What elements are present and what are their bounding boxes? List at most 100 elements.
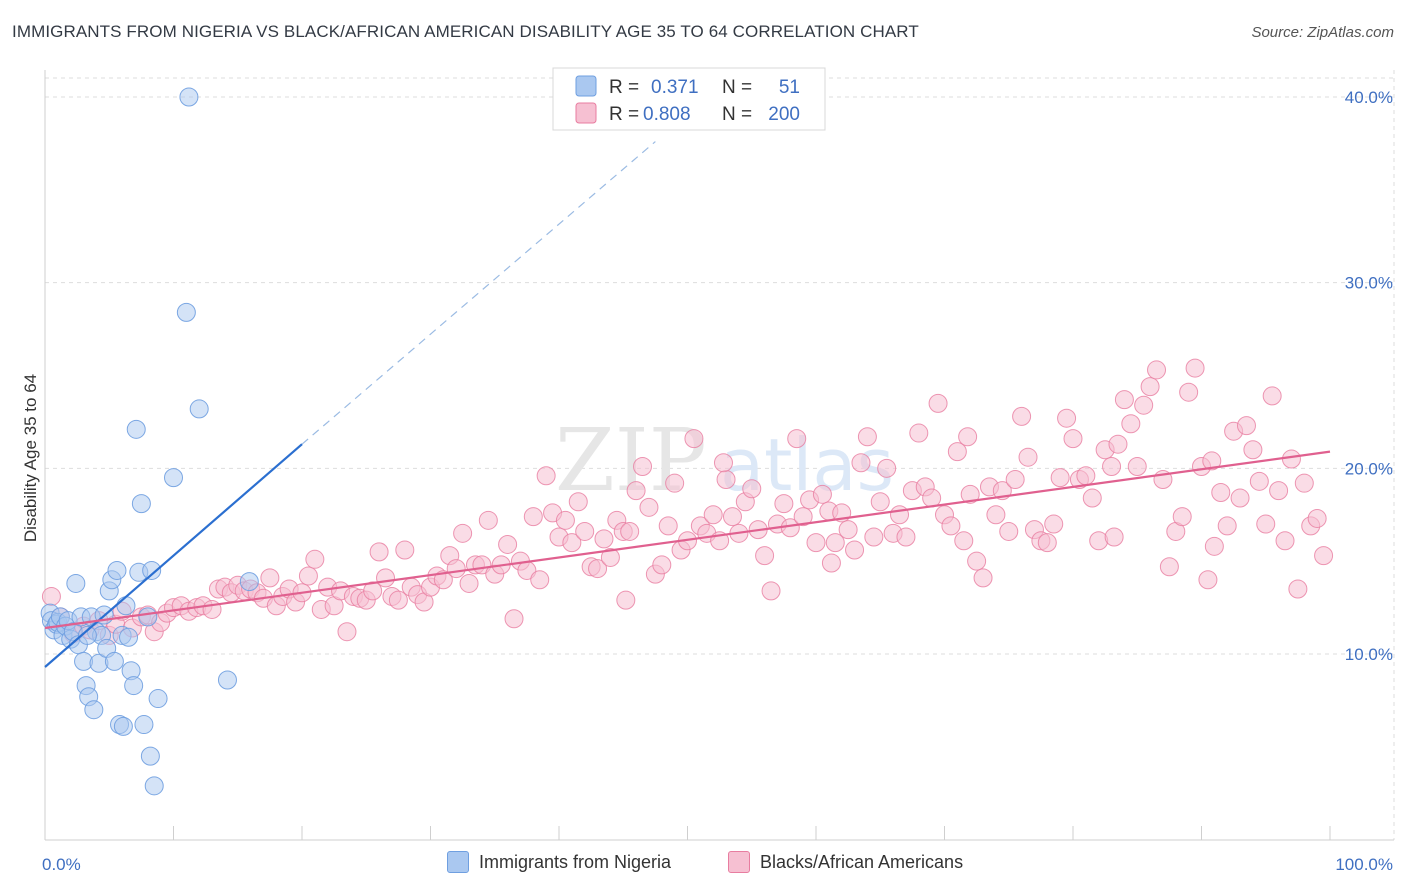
point-black-77	[568, 492, 588, 512]
point-black-153	[1057, 408, 1077, 428]
point-black-137	[954, 531, 974, 551]
point-black-199	[616, 590, 636, 610]
legend-n-value-2: 200	[768, 104, 800, 125]
point-black-167	[1147, 360, 1167, 380]
point-black-109	[774, 494, 794, 514]
point-black-119	[838, 520, 858, 540]
point-black-130	[909, 423, 929, 443]
legend: R = 0.371 N = 51 R = 0.808 N = 200	[552, 67, 826, 131]
point-black-176	[1204, 536, 1224, 556]
point-black-187	[1275, 531, 1295, 551]
point-black-63	[478, 510, 498, 530]
point-black-0	[41, 586, 61, 606]
axes	[44, 70, 1394, 841]
point-nigeria-42	[164, 468, 183, 488]
point-black-47	[376, 568, 396, 588]
point-black-101	[722, 507, 742, 527]
source-label: Source: ZipAtlas.com	[1251, 24, 1394, 41]
point-black-196	[958, 427, 978, 447]
point-black-133	[928, 393, 948, 413]
legend-r-label-2: R =	[609, 104, 639, 125]
point-black-156	[1076, 466, 1096, 486]
trend-nigeria	[44, 443, 303, 668]
point-black-71	[530, 570, 550, 590]
point-nigeria-11	[66, 573, 86, 593]
point-black-166	[1140, 377, 1160, 397]
point-nigeria-48	[77, 625, 97, 645]
x-tick-label-100: 100.0%	[1335, 855, 1393, 874]
point-black-60	[459, 573, 479, 593]
legend-r-value-1: 0.371	[651, 77, 699, 98]
point-nigeria-43	[176, 302, 196, 322]
point-black-80	[588, 559, 608, 579]
point-nigeria-31	[119, 627, 139, 647]
point-black-175	[1198, 570, 1218, 590]
point-nigeria-44	[179, 87, 199, 107]
point-black-197	[1104, 527, 1124, 547]
series-blacks-african-americans	[41, 358, 1334, 645]
point-black-144	[999, 521, 1019, 541]
point-black-182	[1243, 440, 1263, 460]
point-black-151	[1044, 514, 1064, 534]
bottom-legend-swatch-pink	[728, 851, 750, 873]
point-black-162	[1114, 390, 1134, 410]
point-black-107	[761, 581, 781, 601]
point-black-140	[973, 568, 993, 588]
point-black-142	[986, 505, 1006, 525]
bottom-legend-swatch-blue	[447, 851, 469, 873]
point-black-112	[793, 507, 813, 527]
y-tick-label-40: 40.0%	[1345, 88, 1393, 107]
point-black-122	[857, 427, 877, 447]
point-black-88	[639, 497, 659, 517]
point-black-56	[433, 570, 453, 590]
bottom-legend-item-black: Blacks/African Americans	[728, 851, 963, 873]
point-nigeria-34	[126, 419, 146, 439]
trend-black	[44, 450, 1331, 630]
point-black-161	[1108, 434, 1128, 454]
point-black-181	[1236, 416, 1256, 436]
point-black-81	[594, 529, 614, 549]
point-black-45	[363, 581, 383, 601]
point-black-163	[1121, 414, 1141, 434]
point-black-58	[446, 559, 466, 579]
point-nigeria-33	[124, 676, 144, 696]
point-black-145	[1005, 469, 1025, 489]
point-black-178	[1217, 516, 1237, 536]
point-black-72	[536, 466, 556, 486]
point-black-98	[703, 505, 723, 525]
point-black-184	[1256, 514, 1276, 534]
point-black-154	[1063, 429, 1083, 449]
point-black-146	[1012, 406, 1032, 426]
point-black-139	[967, 551, 987, 571]
y-tick-label-30: 30.0%	[1345, 274, 1393, 293]
point-black-104	[742, 479, 762, 499]
legend-n-label-2: N =	[722, 104, 752, 125]
point-black-185	[1262, 386, 1282, 406]
point-black-49	[388, 590, 408, 610]
point-nigeria-39	[142, 560, 162, 580]
point-black-120	[845, 540, 865, 560]
point-black-100	[716, 469, 736, 489]
point-black-91	[658, 516, 678, 536]
point-nigeria-18	[84, 700, 104, 720]
point-black-92	[665, 473, 685, 493]
point-black-36	[305, 549, 325, 569]
point-black-136	[947, 442, 967, 462]
point-black-121	[851, 453, 871, 473]
point-black-157	[1082, 488, 1102, 508]
point-nigeria-40	[144, 776, 164, 796]
point-black-164	[1127, 456, 1147, 476]
point-black-193	[1314, 546, 1334, 566]
point-nigeria-47	[239, 572, 259, 592]
point-black-78	[575, 521, 595, 541]
point-black-59	[453, 523, 473, 543]
point-black-75	[555, 510, 575, 530]
point-black-128	[896, 527, 916, 547]
legend-r-value-2: 0.808	[643, 104, 691, 125]
point-black-171	[1172, 507, 1192, 527]
y-tick-label-20: 20.0%	[1345, 459, 1393, 478]
point-nigeria-45	[189, 399, 209, 419]
series-immigrants-from-nigeria	[40, 87, 259, 796]
point-black-169	[1159, 557, 1179, 577]
point-black-41	[337, 622, 357, 642]
